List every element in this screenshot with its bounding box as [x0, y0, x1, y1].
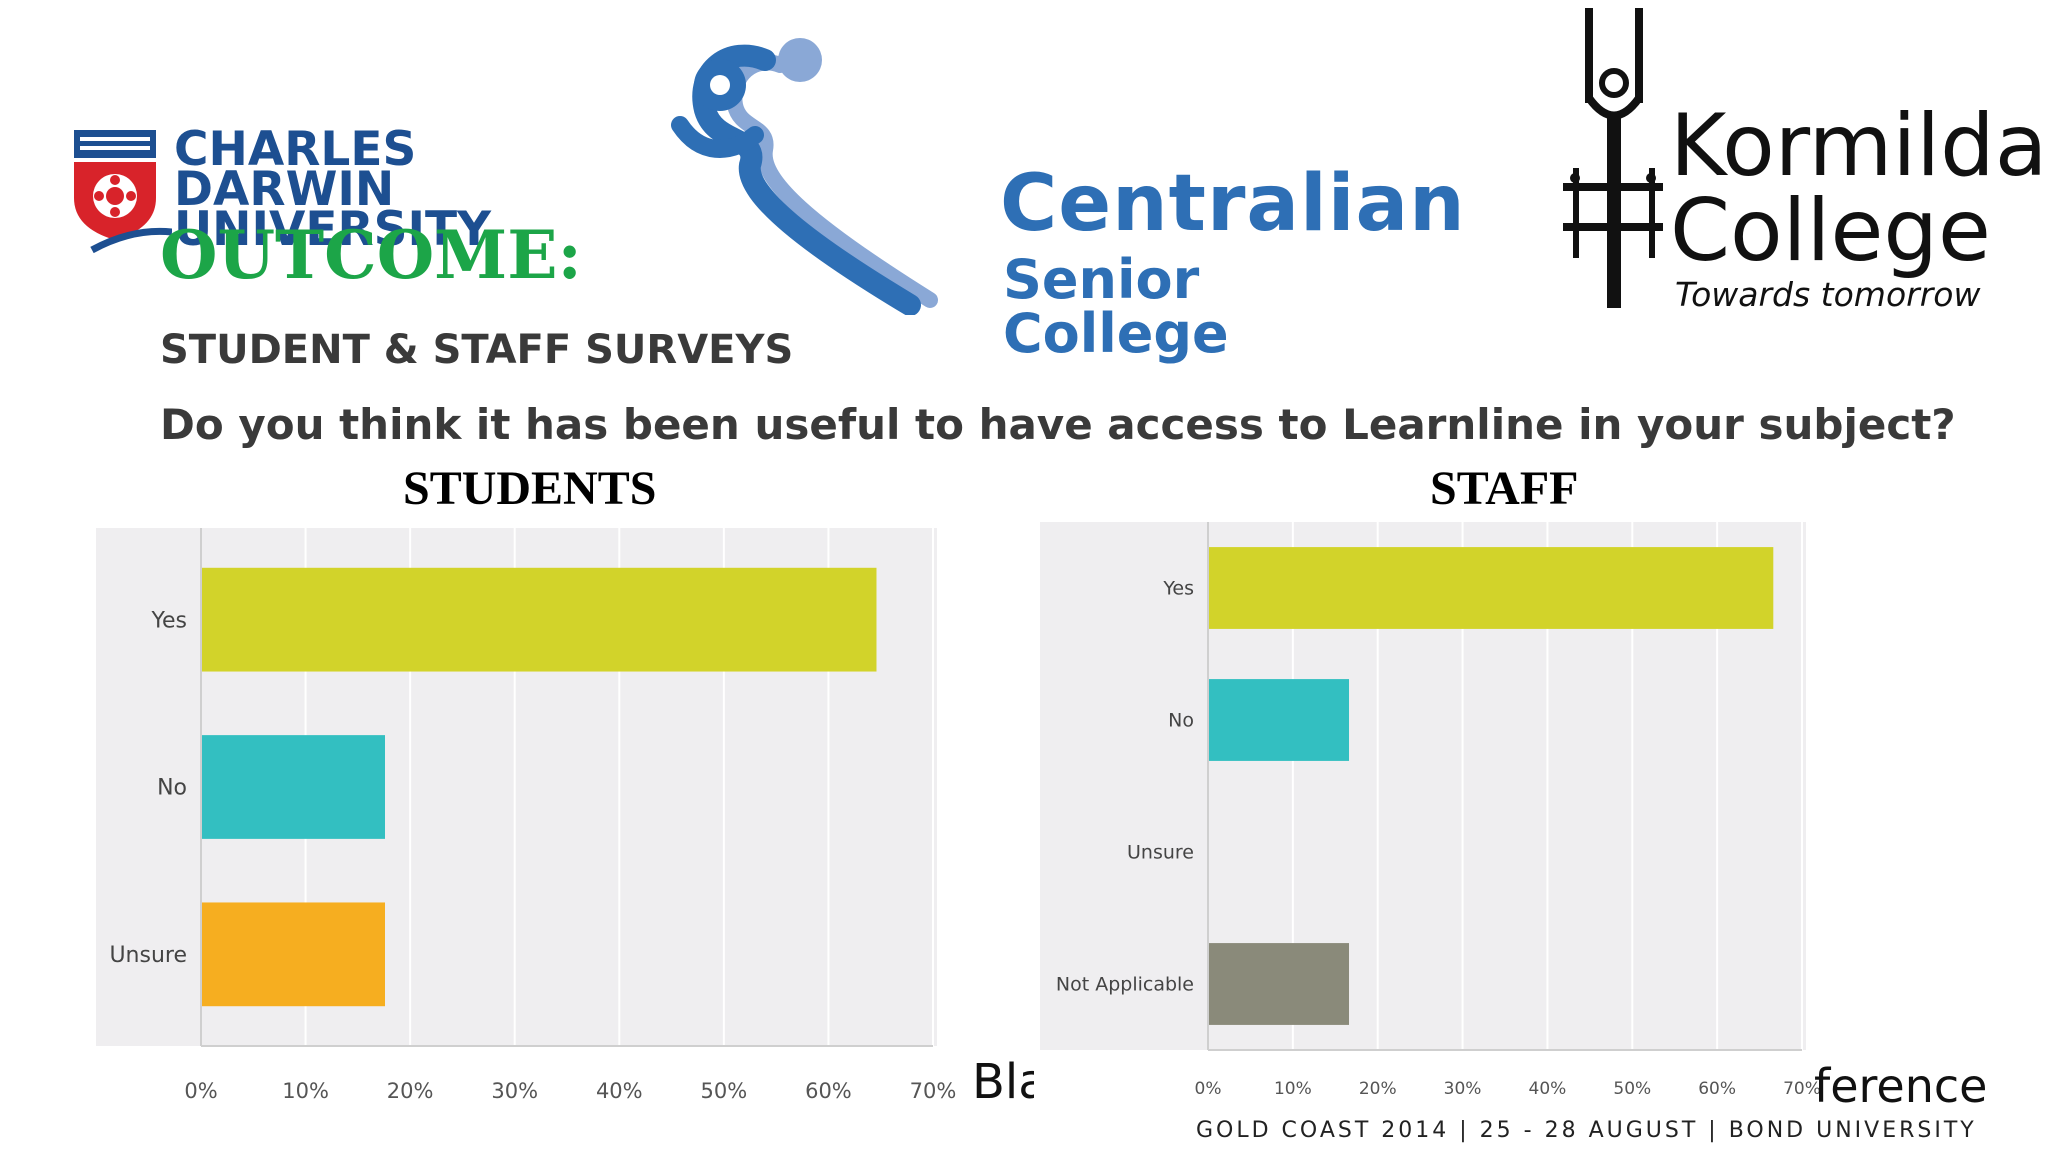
bar-yes [202, 567, 877, 672]
cdu-logo: CHARLES DARWIN UNIVERSITY [72, 120, 512, 270]
students-chart-title: STUDENTS [403, 462, 657, 515]
outcome-heading: OUTCOME: [160, 216, 582, 294]
cdu-logo-line-1: CHARLES [174, 122, 417, 177]
kormilda-logo-name: Kormilda [1670, 96, 2048, 196]
survey-subtitle: STUDENT & STAFF SURVEYS [160, 327, 794, 373]
bar-not-applicable [1209, 943, 1350, 1025]
cdu-logo-line-2: DARWIN [174, 162, 395, 217]
category-label-not-applicable: Not Applicable [1056, 974, 1194, 996]
students-chart: 0% 10% 20% 30% 40% 50% 60% 70% Yes No Unsure [96, 528, 957, 1103]
x-tick-label: 70% [910, 1079, 957, 1103]
kormilda-emblem-icon [1563, 8, 1663, 308]
x-tick-label: 50% [1613, 1079, 1651, 1099]
x-tick-label: 0% [184, 1079, 217, 1103]
category-label-yes: Yes [1162, 578, 1194, 600]
csc-logo: Centralian Senior College [660, 15, 1465, 361]
x-tick-label: 40% [1529, 1079, 1567, 1099]
bar-no [202, 735, 385, 839]
x-tick-label: 20% [387, 1079, 434, 1103]
conference-left-text: Bla [972, 1058, 1034, 1106]
kormilda-logo-college: College [1670, 181, 1991, 281]
staff-chart: 0% 10% 20% 30% 40% 50% 60% 70% Yes No Unsure Not Ap… [1040, 522, 1821, 1099]
bar-yes [1209, 547, 1774, 629]
x-tick-label: 10% [1274, 1079, 1312, 1099]
x-tick-label: 60% [805, 1079, 852, 1103]
x-tick-label: 40% [596, 1079, 643, 1103]
x-tick-label: 60% [1698, 1079, 1736, 1099]
csc-logo-subname: Senior College [1003, 248, 1229, 365]
survey-question: Do you think it has been useful to have … [160, 400, 1956, 449]
bar-no [1209, 679, 1350, 761]
x-tick-label: 70% [1783, 1079, 1821, 1099]
category-label-unsure: Unsure [1127, 842, 1194, 864]
cdu-shield-icon [74, 130, 172, 254]
category-label-unsure: Unsure [109, 943, 187, 968]
cdu-logo-line-3: UNIVERSITY [174, 202, 492, 257]
kormilda-logo: Kormilda College Towards tomorrow [1555, 8, 2048, 318]
category-label-yes: Yes [150, 608, 187, 633]
bar-unsure [202, 902, 385, 1007]
x-tick-label: 20% [1359, 1079, 1397, 1099]
conference-right-text: ference [1814, 1059, 1988, 1113]
x-tick-label: 0% [1195, 1079, 1222, 1099]
x-tick-label: 30% [1444, 1079, 1482, 1099]
conference-footer: GOLD COAST 2014 | 25 - 28 AUGUST | BOND … [1196, 1118, 1977, 1143]
kormilda-logo-tagline: Towards tomorrow [1675, 275, 1981, 314]
category-label-no: No [157, 776, 187, 801]
x-tick-label: 10% [282, 1079, 329, 1103]
staff-chart-title: STAFF [1430, 462, 1579, 515]
x-tick-label: 30% [491, 1079, 538, 1103]
csc-logo-name: Centralian [1000, 159, 1466, 249]
x-tick-label: 50% [701, 1079, 748, 1103]
category-label-no: No [1168, 710, 1194, 732]
csc-figures-icon [671, 38, 938, 315]
